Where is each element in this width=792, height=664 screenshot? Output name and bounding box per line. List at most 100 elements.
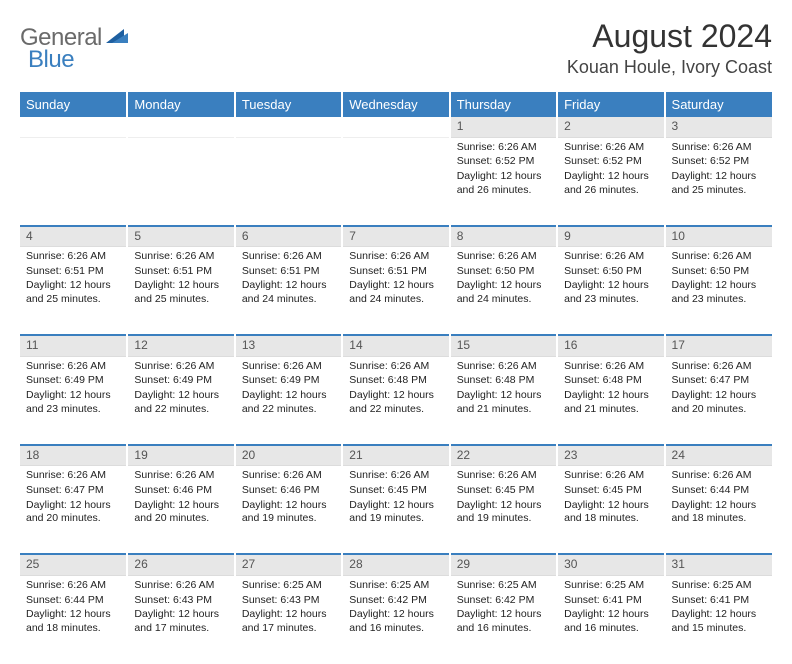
week-row: Sunrise: 6:26 AMSunset: 6:49 PMDaylight:…: [20, 357, 772, 445]
day-content: Sunrise: 6:26 AMSunset: 6:47 PMDaylight:…: [20, 466, 126, 533]
weekday-header: Thursday: [450, 92, 557, 117]
day-number: 25: [20, 555, 126, 576]
day-cell: Sunrise: 6:26 AMSunset: 6:49 PMDaylight:…: [127, 357, 234, 445]
sunrise-line: Sunrise: 6:26 AM: [672, 360, 766, 374]
day-number: 23: [558, 446, 663, 467]
day-content: Sunrise: 6:25 AMSunset: 6:41 PMDaylight:…: [558, 576, 663, 643]
day-content: Sunrise: 6:26 AMSunset: 6:44 PMDaylight:…: [666, 466, 772, 533]
sunset-line: Sunset: 6:43 PM: [134, 594, 227, 608]
sunrise-line: Sunrise: 6:26 AM: [242, 469, 335, 483]
day-number: 3: [666, 117, 772, 138]
sunrise-line: Sunrise: 6:26 AM: [457, 141, 550, 155]
day-number: [343, 117, 448, 138]
sunrise-line: Sunrise: 6:26 AM: [672, 250, 766, 264]
day-content: Sunrise: 6:26 AMSunset: 6:45 PMDaylight:…: [451, 466, 556, 533]
sunrise-line: Sunrise: 6:26 AM: [26, 360, 120, 374]
sunrise-line: Sunrise: 6:26 AM: [349, 360, 442, 374]
day-cell: Sunrise: 6:26 AMSunset: 6:51 PMDaylight:…: [235, 247, 342, 335]
day-content: Sunrise: 6:26 AMSunset: 6:43 PMDaylight:…: [128, 576, 233, 643]
day-cell: Sunrise: 6:26 AMSunset: 6:52 PMDaylight:…: [665, 138, 772, 226]
day-cell: Sunrise: 6:26 AMSunset: 6:47 PMDaylight:…: [665, 357, 772, 445]
day-content: Sunrise: 6:26 AMSunset: 6:44 PMDaylight:…: [20, 576, 126, 643]
day-cell: Sunrise: 6:26 AMSunset: 6:48 PMDaylight:…: [450, 357, 557, 445]
sunset-line: Sunset: 6:47 PM: [26, 484, 120, 498]
daylight-line: Daylight: 12 hours and 17 minutes.: [242, 608, 335, 635]
day-content: Sunrise: 6:26 AMSunset: 6:48 PMDaylight:…: [558, 357, 663, 424]
sunset-line: Sunset: 6:47 PM: [672, 374, 766, 388]
sunset-line: Sunset: 6:41 PM: [564, 594, 657, 608]
sunset-line: Sunset: 6:50 PM: [564, 265, 657, 279]
month-title: August 2024: [567, 18, 772, 55]
day-number: 10: [666, 227, 772, 248]
sunset-line: Sunset: 6:45 PM: [349, 484, 442, 498]
daylight-line: Daylight: 12 hours and 18 minutes.: [564, 499, 657, 526]
sunset-line: Sunset: 6:45 PM: [457, 484, 550, 498]
day-cell: Sunrise: 6:25 AMSunset: 6:43 PMDaylight:…: [235, 576, 342, 664]
sunrise-line: Sunrise: 6:26 AM: [457, 360, 550, 374]
day-content: Sunrise: 6:26 AMSunset: 6:48 PMDaylight:…: [343, 357, 448, 424]
day-number: 14: [343, 336, 448, 357]
day-cell: [235, 138, 342, 226]
day-number-row: 123: [20, 117, 772, 138]
day-content: Sunrise: 6:26 AMSunset: 6:52 PMDaylight:…: [451, 138, 556, 205]
sunrise-line: Sunrise: 6:26 AM: [564, 141, 657, 155]
sunset-line: Sunset: 6:48 PM: [564, 374, 657, 388]
day-content: Sunrise: 6:25 AMSunset: 6:41 PMDaylight:…: [666, 576, 772, 643]
weekday-header: Friday: [557, 92, 664, 117]
day-number: 4: [20, 227, 126, 248]
day-number: 21: [343, 446, 448, 467]
weekday-header: Sunday: [20, 92, 127, 117]
daylight-line: Daylight: 12 hours and 17 minutes.: [134, 608, 227, 635]
daylight-line: Daylight: 12 hours and 22 minutes.: [242, 389, 335, 416]
day-content: Sunrise: 6:26 AMSunset: 6:52 PMDaylight:…: [666, 138, 772, 205]
sunset-line: Sunset: 6:44 PM: [26, 594, 120, 608]
sunset-line: Sunset: 6:51 PM: [134, 265, 227, 279]
day-number: 27: [236, 555, 341, 576]
daylight-line: Daylight: 12 hours and 22 minutes.: [349, 389, 442, 416]
sunrise-line: Sunrise: 6:25 AM: [672, 579, 766, 593]
day-number: 29: [451, 555, 556, 576]
day-content: Sunrise: 6:26 AMSunset: 6:52 PMDaylight:…: [558, 138, 663, 205]
day-content: Sunrise: 6:26 AMSunset: 6:51 PMDaylight:…: [236, 247, 341, 314]
daylight-line: Daylight: 12 hours and 24 minutes.: [242, 279, 335, 306]
sunrise-line: Sunrise: 6:26 AM: [564, 250, 657, 264]
daylight-line: Daylight: 12 hours and 25 minutes.: [672, 170, 766, 197]
daylight-line: Daylight: 12 hours and 19 minutes.: [457, 499, 550, 526]
sunrise-line: Sunrise: 6:26 AM: [564, 469, 657, 483]
daylight-line: Daylight: 12 hours and 19 minutes.: [242, 499, 335, 526]
sunrise-line: Sunrise: 6:26 AM: [242, 250, 335, 264]
day-cell: [20, 138, 127, 226]
day-number: [20, 117, 126, 138]
sunrise-line: Sunrise: 6:25 AM: [242, 579, 335, 593]
day-content: Sunrise: 6:25 AMSunset: 6:42 PMDaylight:…: [451, 576, 556, 643]
day-cell: Sunrise: 6:26 AMSunset: 6:48 PMDaylight:…: [557, 357, 664, 445]
day-number: 12: [128, 336, 233, 357]
calendar-table: SundayMondayTuesdayWednesdayThursdayFrid…: [20, 92, 772, 664]
day-number: 20: [236, 446, 341, 467]
day-number: 26: [128, 555, 233, 576]
day-content: Sunrise: 6:26 AMSunset: 6:51 PMDaylight:…: [343, 247, 448, 314]
day-number: [236, 117, 341, 138]
brand-word2: Blue: [28, 46, 74, 73]
day-content: Sunrise: 6:26 AMSunset: 6:47 PMDaylight:…: [666, 357, 772, 424]
sunrise-line: Sunrise: 6:26 AM: [134, 360, 227, 374]
day-cell: Sunrise: 6:26 AMSunset: 6:51 PMDaylight:…: [127, 247, 234, 335]
daylight-line: Daylight: 12 hours and 26 minutes.: [564, 170, 657, 197]
sunset-line: Sunset: 6:46 PM: [134, 484, 227, 498]
sunset-line: Sunset: 6:49 PM: [134, 374, 227, 388]
daylight-line: Daylight: 12 hours and 20 minutes.: [134, 499, 227, 526]
day-cell: [342, 138, 449, 226]
weekday-header: Monday: [127, 92, 234, 117]
day-content: Sunrise: 6:25 AMSunset: 6:43 PMDaylight:…: [236, 576, 341, 643]
daylight-line: Daylight: 12 hours and 25 minutes.: [134, 279, 227, 306]
day-number: 6: [236, 227, 341, 248]
day-number-row: 25262728293031: [20, 555, 772, 576]
sunrise-line: Sunrise: 6:25 AM: [457, 579, 550, 593]
day-content: Sunrise: 6:26 AMSunset: 6:50 PMDaylight:…: [558, 247, 663, 314]
daylight-line: Daylight: 12 hours and 25 minutes.: [26, 279, 120, 306]
day-number: 2: [558, 117, 663, 138]
day-number-row: 18192021222324: [20, 446, 772, 467]
day-cell: Sunrise: 6:26 AMSunset: 6:47 PMDaylight:…: [20, 466, 127, 554]
sunset-line: Sunset: 6:43 PM: [242, 594, 335, 608]
sunrise-line: Sunrise: 6:26 AM: [349, 469, 442, 483]
